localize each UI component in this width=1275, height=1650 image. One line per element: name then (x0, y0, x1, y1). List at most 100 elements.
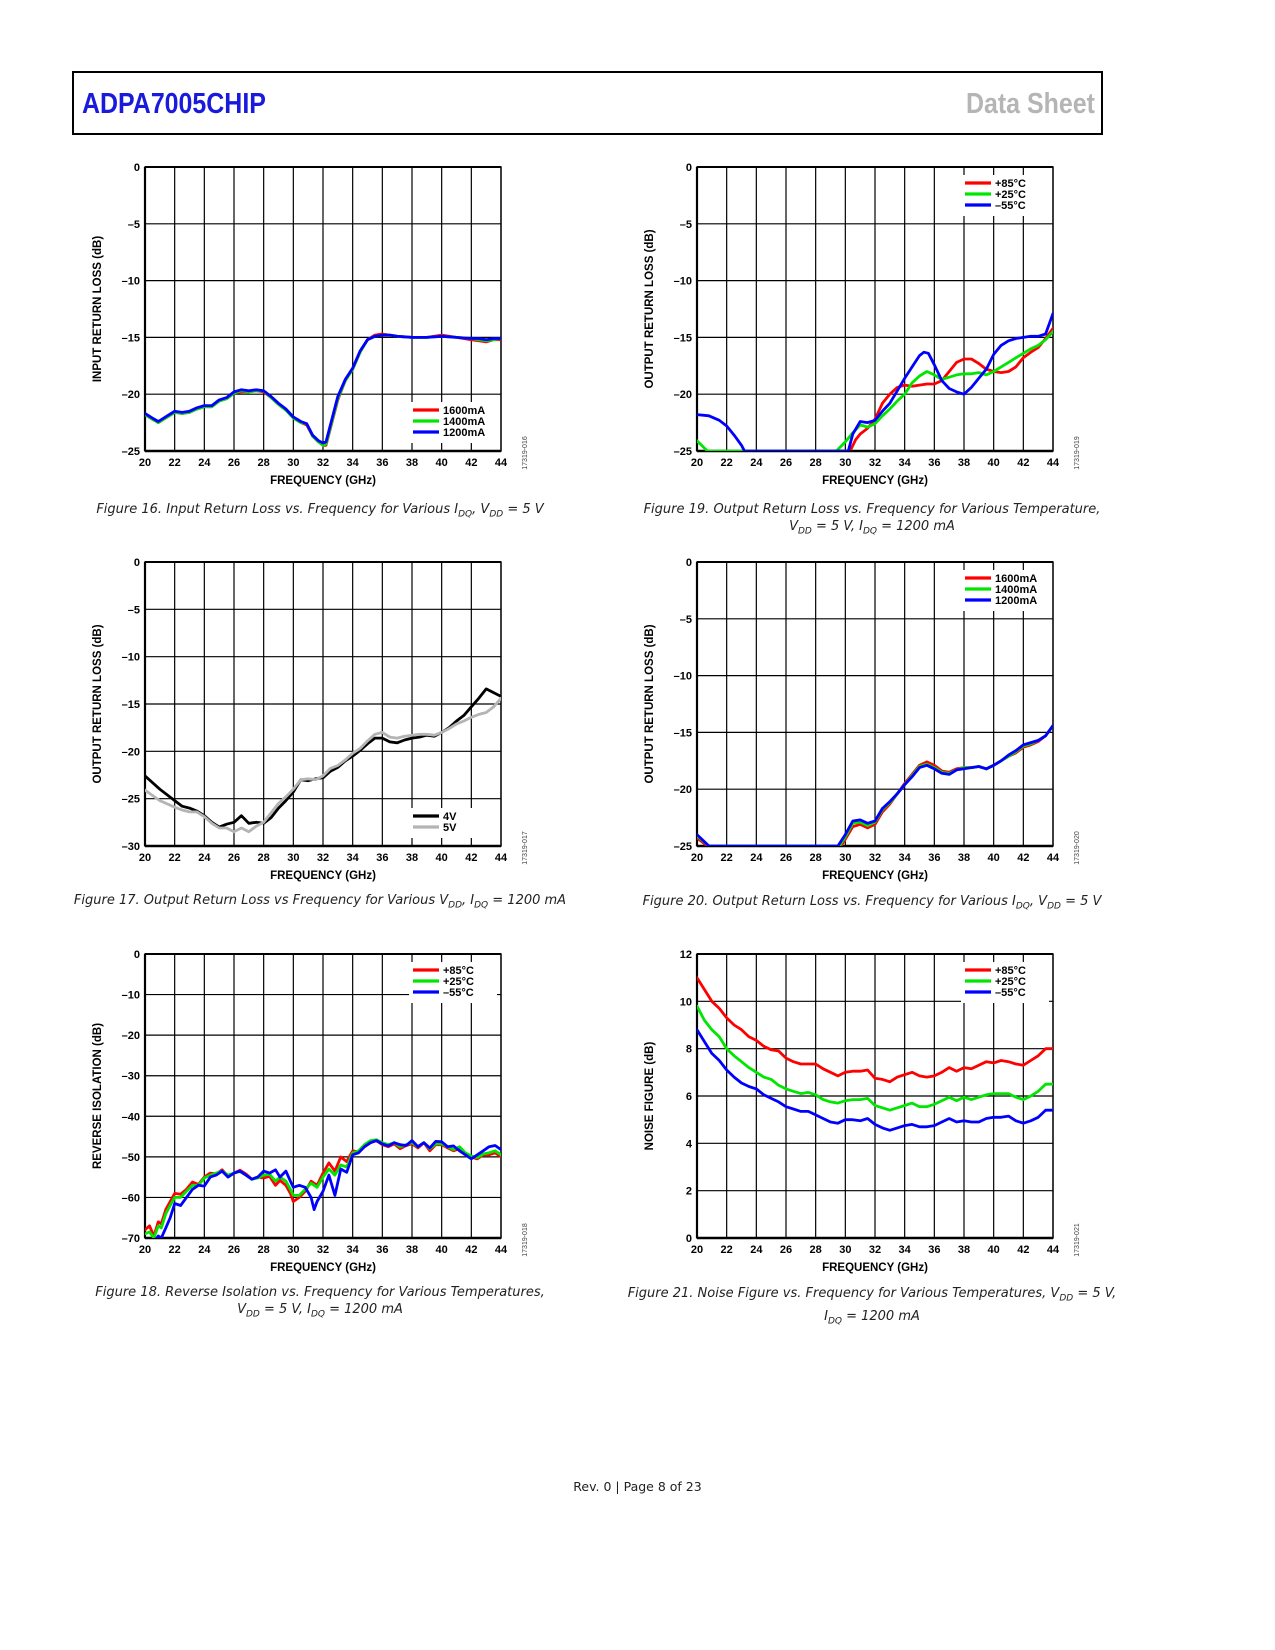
x-tick-label: 22 (169, 852, 181, 864)
x-tick-label: 34 (899, 457, 912, 469)
figure-17: 4V 5V 20 22 24 26 28 30 32 34 36 38 40 42 44 0 –5 –10 –15 –… (80, 545, 550, 890)
y-tick-label: –30 (122, 841, 140, 853)
x-tick-label: 44 (1047, 852, 1060, 864)
legend-label: +85°C (995, 178, 1026, 190)
x-tick-label: 28 (258, 1244, 270, 1256)
y-tick-label: –20 (122, 746, 140, 758)
legend-label: –55°C (995, 987, 1026, 999)
series-line-85c (697, 976, 1053, 1084)
x-tick-label: 44 (495, 1244, 508, 1256)
y-tick-label: –25 (122, 446, 140, 458)
y-tick-label: –10 (122, 652, 140, 664)
x-tick-label: 30 (287, 1244, 299, 1256)
y-axis-title: REVERSE ISOLATION (dB) (92, 1023, 104, 1169)
x-tick-label: 32 (317, 1244, 329, 1256)
legend-label: +85°C (443, 965, 474, 977)
x-tick-label: 42 (1017, 852, 1029, 864)
y-tick-label: –10 (122, 276, 140, 288)
x-tick-label: 36 (928, 852, 940, 864)
legend-background (409, 808, 497, 838)
x-tick-label: 28 (258, 457, 270, 469)
y-tick-label: –20 (674, 389, 692, 401)
figure-19: +85°C +25°C –55°C 20 22 24 26 28 30 32 34 36 38 40 42 4… (632, 150, 1102, 495)
x-tick-label: 26 (228, 1244, 240, 1256)
x-tick-label: 38 (406, 852, 418, 864)
x-tick-label: 38 (958, 457, 970, 469)
x-tick-label: 20 (691, 457, 703, 469)
y-tick-label: –15 (122, 699, 140, 711)
x-tick-label: 30 (839, 1244, 851, 1256)
y-tick-label: 0 (134, 162, 140, 174)
fig18-chart: +85°C+25°C–55°C 20 22 24 26 28 30 32 34 36 38 40 42 4… (92, 949, 529, 1274)
series-line-55c (155, 1139, 501, 1238)
x-tick-label: 30 (839, 457, 851, 469)
y-tick-label: –5 (128, 219, 140, 231)
x-tick-label: 32 (317, 852, 329, 864)
x-tick-label: 20 (691, 1244, 703, 1256)
series-line-25c (145, 1138, 501, 1238)
x-tick-label: 34 (347, 457, 360, 469)
x-tick-label: 42 (465, 457, 477, 469)
series-line-25c (697, 1004, 1053, 1112)
figure-20: 1600mA 1400mA 1200mA 20 22 24 26 28 30 32 34 36 38 40… (632, 545, 1102, 890)
x-tick-label: 26 (228, 852, 240, 864)
y-axis-title: OUTPUT RETURN LOSS (dB) (644, 229, 656, 388)
y-tick-label: –5 (680, 219, 692, 231)
x-axis-title: FREQUENCY (GHz) (822, 1262, 928, 1274)
x-tick-label: 26 (780, 852, 792, 864)
y-tick-label: –50 (122, 1152, 140, 1164)
page-footer: Rev. 0 | Page 8 of 23 (573, 1479, 702, 1494)
document-title: ADPA7005CHIP (82, 88, 266, 120)
figure-code: 17319-016 (522, 436, 529, 470)
y-tick-label: –5 (128, 604, 140, 616)
x-axis-title: FREQUENCY (GHz) (822, 870, 928, 882)
x-tick-label: 44 (1047, 457, 1060, 469)
x-tick-label: 38 (958, 1244, 970, 1256)
x-tick-label: 28 (810, 852, 822, 864)
x-tick-label: 28 (258, 852, 270, 864)
x-tick-label: 44 (1047, 1244, 1060, 1256)
x-tick-label: 28 (810, 457, 822, 469)
y-tick-label: –25 (122, 794, 140, 806)
x-tick-label: 36 (376, 1244, 388, 1256)
legend-label: +85°C (995, 965, 1026, 977)
x-tick-label: 40 (436, 457, 448, 469)
x-tick-label: 32 (869, 852, 881, 864)
caption-figure-18: Figure 18. Reverse Isolation vs. Frequen… (95, 1285, 545, 1320)
y-tick-label: 2 (686, 1186, 692, 1198)
y-tick-label: –20 (122, 389, 140, 401)
caption-figure-17: Figure 17. Output Return Loss vs Frequen… (73, 893, 567, 911)
x-tick-label: 38 (406, 457, 418, 469)
x-tick-label: 42 (1017, 457, 1029, 469)
legend-label: 1200mA (995, 595, 1037, 607)
y-tick-label: –5 (680, 614, 692, 626)
x-tick-label: 32 (317, 457, 329, 469)
y-tick-label: 0 (686, 1233, 692, 1245)
x-tick-label: 28 (810, 1244, 822, 1256)
y-tick-label: –15 (674, 332, 692, 344)
figure-code: 17319-021 (1074, 1223, 1081, 1257)
caption-figure-20: Figure 20. Output Return Loss vs. Freque… (642, 894, 1102, 912)
x-tick-label: 34 (899, 852, 912, 864)
x-tick-label: 26 (780, 1244, 792, 1256)
x-tick-label: 36 (376, 852, 388, 864)
series-line-5v (145, 696, 501, 834)
figure-code: 17319-020 (1074, 831, 1081, 865)
y-tick-label: 12 (680, 949, 692, 961)
y-tick-label: 8 (686, 1044, 692, 1056)
series-line-55c (697, 1028, 1053, 1132)
x-tick-label: 34 (899, 1244, 912, 1256)
x-tick-label: 20 (691, 852, 703, 864)
x-axis-title: FREQUENCY (GHz) (822, 475, 928, 487)
caption-figure-16: Figure 16. Input Return Loss vs. Frequen… (96, 502, 544, 520)
legend-label: 5V (443, 822, 457, 834)
x-tick-label: 22 (721, 1244, 733, 1256)
x-tick-label: 30 (839, 852, 851, 864)
y-tick-label: –30 (122, 1071, 140, 1083)
x-tick-label: 20 (139, 1244, 151, 1256)
y-tick-label: 0 (686, 557, 692, 569)
y-tick-label: –10 (674, 276, 692, 288)
x-tick-label: 20 (139, 457, 151, 469)
y-axis-title: OUTPUT RETURN LOSS (dB) (644, 624, 656, 783)
